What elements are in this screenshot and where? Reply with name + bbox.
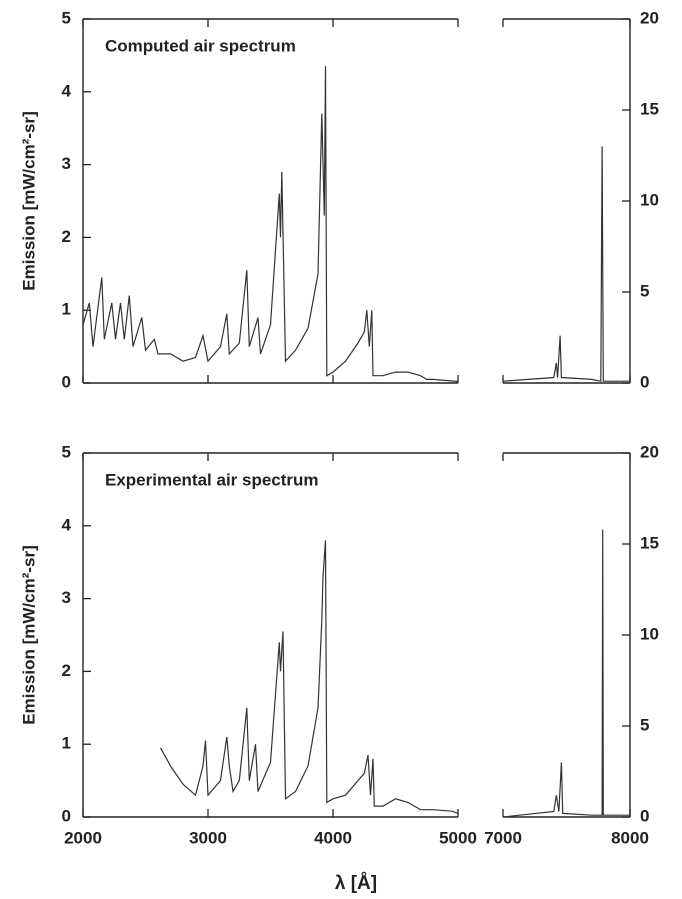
- y2-tick-label: 5: [640, 281, 649, 300]
- y2-tick-label: 5: [640, 715, 649, 734]
- y-tick-label: 0: [62, 806, 71, 825]
- y2-tick-label: 15: [640, 533, 659, 552]
- spectrum-line: [82, 66, 459, 383]
- y2-tick-label: 0: [640, 372, 649, 391]
- y-tick-label: 3: [62, 154, 71, 173]
- panel-title: Computed air spectrum: [105, 36, 296, 55]
- y-tick-label: 4: [62, 81, 72, 100]
- x-tick-label: 7000: [484, 828, 522, 847]
- spectrum-line: [159, 540, 459, 814]
- x-tick-label: 5000: [439, 828, 477, 847]
- x-tick-label: 4000: [314, 828, 352, 847]
- x-tick-label: 8000: [611, 828, 649, 847]
- y-tick-label: 1: [62, 734, 71, 753]
- y2-tick-label: 15: [640, 99, 659, 118]
- y-tick-label: 2: [62, 661, 71, 680]
- x-tick-label: 2000: [64, 828, 102, 847]
- y2-tick-label: 0: [640, 806, 649, 825]
- y2-tick-label: 10: [640, 190, 659, 209]
- y2-tick-label: 20: [640, 8, 659, 27]
- y-tick-label: 2: [62, 227, 71, 246]
- spectrum-line: [502, 146, 630, 382]
- y-tick-label: 1: [62, 300, 71, 319]
- y-tick-label: 0: [62, 372, 71, 391]
- y-tick-label: 5: [62, 442, 71, 461]
- y2-tick-label: 10: [640, 624, 659, 643]
- spectrum-line: [502, 529, 630, 818]
- y-tick-label: 4: [62, 515, 72, 534]
- x-axis-label: λ [Å]: [335, 873, 377, 894]
- y-tick-label: 5: [62, 8, 71, 27]
- y2-tick-label: 20: [640, 442, 659, 461]
- panel-title: Experimental air spectrum: [105, 470, 319, 489]
- x-tick-label: 3000: [189, 828, 227, 847]
- y-axis-label: Emission [mW/cm²-sr]: [19, 545, 38, 724]
- y-axis-label: Emission [mW/cm²-sr]: [19, 111, 38, 290]
- y-tick-label: 3: [62, 588, 71, 607]
